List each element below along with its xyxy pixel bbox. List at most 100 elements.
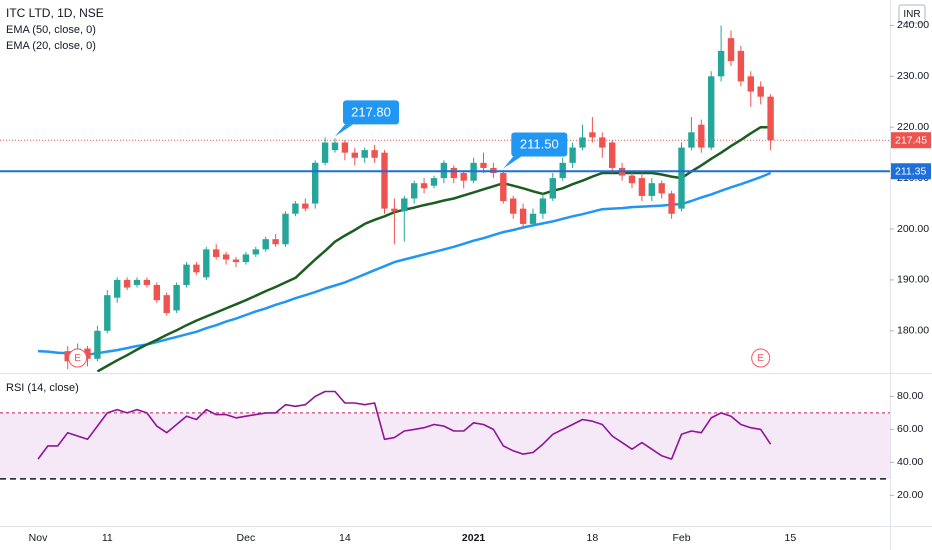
y-tick-label: 60.00 [897,423,923,435]
candle-body [539,198,547,214]
overlay: ITC LTD, 1D, NSE EMA (50, close, 0) EMA … [6,4,931,544]
event-marker [68,348,88,368]
candle-body [658,183,665,194]
x-tick-label: Feb [672,532,690,544]
candle-body [391,208,398,212]
candle-body [519,208,527,224]
candle-body [381,152,388,209]
price-tag-label: 217.45 [895,134,927,146]
candle-body [609,142,616,168]
candle-body [351,152,358,158]
candle-body [708,76,715,148]
candle-body [222,254,230,260]
y-tick-label: 40.00 [897,456,923,468]
candle-body [401,198,408,212]
candle-body [104,295,111,331]
event-marker [751,348,771,368]
candle-body [242,254,250,263]
candle-body [302,203,309,209]
candle-body [747,76,754,92]
currency[interactable]: INR [903,9,920,20]
event-label: E [757,353,764,364]
legend-entry: EMA (50, close, 0) [6,24,96,36]
candle-body [203,249,210,278]
symbol-title: ITC LTD, 1D, NSE [6,6,104,20]
candle-body [163,295,170,313]
legend-entry: EMA (20, close, 0) [6,40,96,52]
candle-body [173,284,180,311]
rsi-title: RSI (14, close) [6,382,79,394]
candle-body [262,239,269,250]
candle-body [114,279,121,298]
price-tag [891,163,931,180]
candle-body [84,348,91,359]
candle-body [123,279,131,288]
candle-body [232,259,240,263]
candle-body [757,86,764,97]
candle-body [727,38,735,62]
y-tick-label: 230.00 [897,70,929,82]
candle-body [193,264,200,273]
y-tick-label: 240.00 [897,19,929,31]
candle-body [529,213,537,224]
callout-pointer [335,124,353,137]
candle-body [143,279,151,285]
candle-body [64,351,71,362]
candle-body [411,183,418,199]
candle-body [252,249,259,255]
price-tag [891,132,931,149]
event-label: E [74,353,81,364]
candle-body [371,150,378,158]
x-tick-label: 18 [587,532,599,544]
candle-body [341,142,349,153]
currency-box[interactable] [898,4,926,24]
callout-box [343,100,399,125]
x-tick-label: 11 [102,532,113,544]
candle-body [569,147,576,163]
candle-body [678,147,685,209]
candle-body [312,162,319,204]
candle-body [450,167,457,179]
candle-body [94,330,101,359]
candle-body [579,137,586,148]
x-tick-label: Dec [237,532,256,544]
candle-body [589,132,596,138]
callout-label: 211.50 [520,136,559,151]
x-tick-label: 15 [785,532,797,544]
callout-pointer [503,156,522,169]
candle-body [510,198,517,214]
y-tick-label: 200.00 [897,223,929,235]
candle-body [717,50,725,77]
y-tick-label: 190.00 [897,274,929,286]
candle-body [698,124,705,148]
candle-body [430,178,438,186]
ema-line [37,171,772,356]
candle-body [420,183,428,189]
candle-body [183,264,190,285]
callout-label: 217.80 [351,104,391,119]
candle-body [321,142,329,163]
candle-body [767,96,774,141]
x-tick-label: Nov [29,532,48,544]
candle-body [628,175,636,184]
price-tag-label: 211.35 [895,166,926,178]
x-tick-label: 14 [339,532,351,544]
candle-body [272,239,279,245]
rsi-line [37,390,772,460]
candle-body [549,178,556,199]
candle-body [599,137,606,148]
y-tick-label: 80.00 [897,390,923,402]
candle-body [361,150,368,158]
candle-body [282,213,289,245]
rsi-pane [0,390,890,480]
candle-body [213,249,220,257]
callout-box [511,132,568,157]
y-tick-label: 180.00 [897,325,929,337]
candle-body [500,173,507,202]
candle-body [668,193,675,214]
y-tick-label: 220.00 [897,121,929,133]
x-tick-label: 2021 [462,532,486,544]
rsi-band [0,412,890,479]
candle-body [292,203,299,214]
